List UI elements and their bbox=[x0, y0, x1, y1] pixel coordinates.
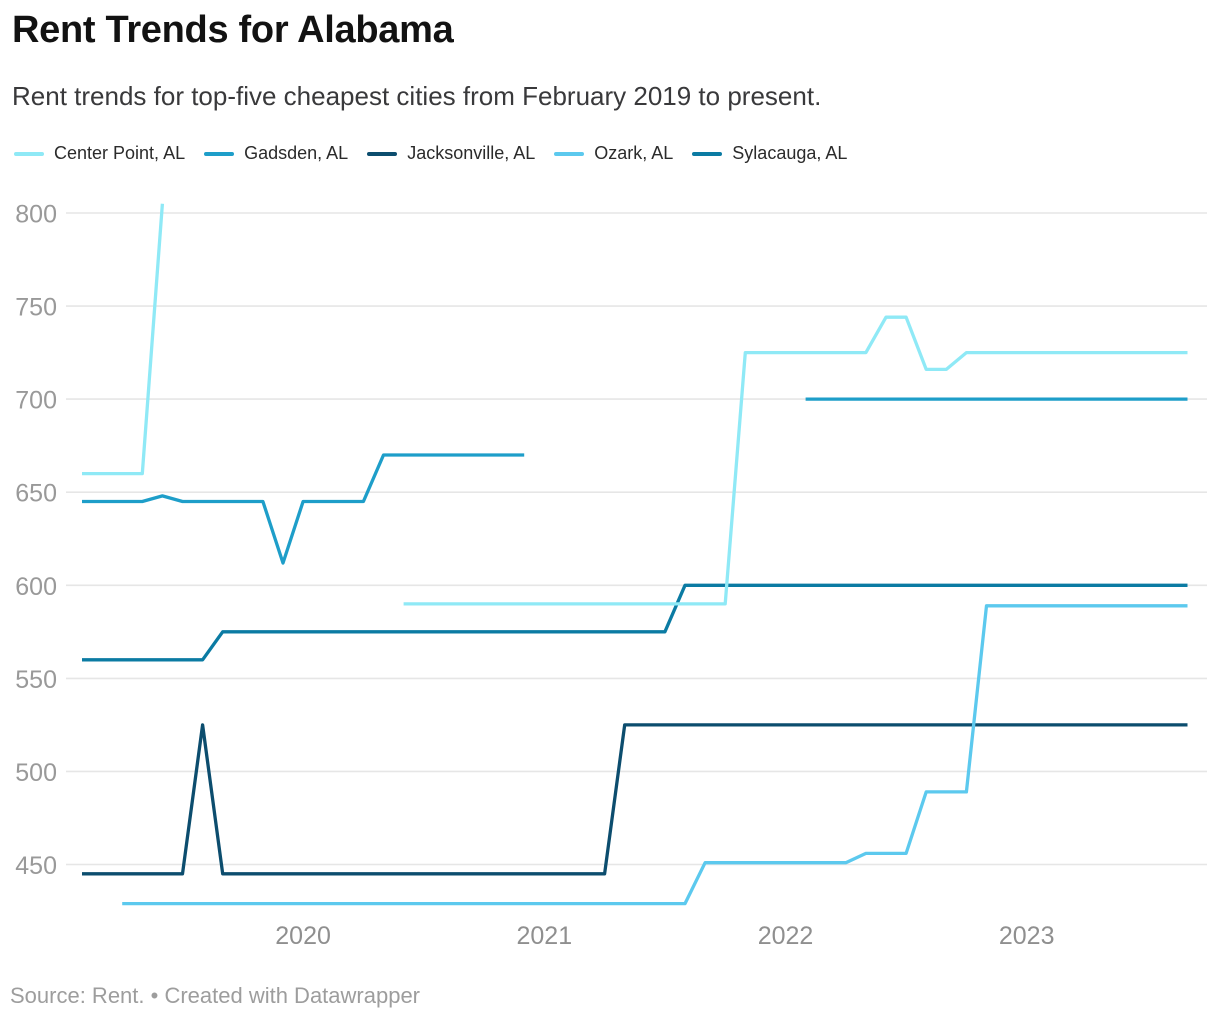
x-tick-label: 2021 bbox=[516, 922, 572, 950]
legend-swatch-icon bbox=[204, 151, 235, 156]
line-sylacauga-al bbox=[82, 583, 1188, 662]
x-tick-label: 2023 bbox=[999, 922, 1055, 950]
y-tick-label: 700 bbox=[15, 387, 57, 415]
y-tick-label: 750 bbox=[15, 294, 57, 322]
y-tick-label: 600 bbox=[15, 573, 57, 601]
legend-label: Jacksonville, AL bbox=[407, 143, 536, 163]
legend-swatch-icon bbox=[367, 151, 398, 156]
y-tick-label: 550 bbox=[15, 666, 57, 694]
y-tick-label: 800 bbox=[15, 201, 57, 229]
legend: Center Point, AL Gadsden, AL Jacksonvill… bbox=[14, 143, 847, 164]
line-jacksonville-al bbox=[82, 723, 1188, 876]
legend-label: Center Point, AL bbox=[54, 143, 186, 163]
x-tick-label: 2022 bbox=[758, 922, 814, 950]
legend-item-ozark: Ozark, AL bbox=[554, 143, 673, 164]
y-tick-label: 650 bbox=[15, 480, 57, 508]
legend-label: Ozark, AL bbox=[594, 143, 674, 163]
legend-swatch-icon bbox=[14, 151, 44, 156]
chart-subtitle: Rent trends for top-five cheapest cities… bbox=[12, 81, 822, 111]
y-tick-label: 500 bbox=[15, 759, 57, 787]
legend-swatch-icon bbox=[692, 151, 723, 156]
legend-item-center-point: Center Point, AL bbox=[14, 143, 185, 164]
legend-label: Sylacauga, AL bbox=[732, 143, 848, 163]
page-title: Rent Trends for Alabama bbox=[12, 9, 454, 51]
legend-swatch-icon bbox=[554, 151, 585, 156]
y-tick-label: 450 bbox=[15, 852, 57, 880]
source-line: Source: Rent. • Created with Datawrapper bbox=[10, 983, 421, 1008]
legend-item-sylacauga: Sylacauga, AL bbox=[692, 143, 847, 164]
line-center-point-al bbox=[82, 203, 1188, 606]
legend-label: Gadsden, AL bbox=[244, 143, 349, 163]
legend-item-jacksonville: Jacksonville, AL bbox=[367, 143, 535, 164]
line-ozark-al bbox=[122, 604, 1188, 906]
legend-item-gadsden: Gadsden, AL bbox=[204, 143, 348, 164]
x-tick-label: 2020 bbox=[275, 922, 331, 950]
line-gadsden-al bbox=[82, 397, 1188, 565]
